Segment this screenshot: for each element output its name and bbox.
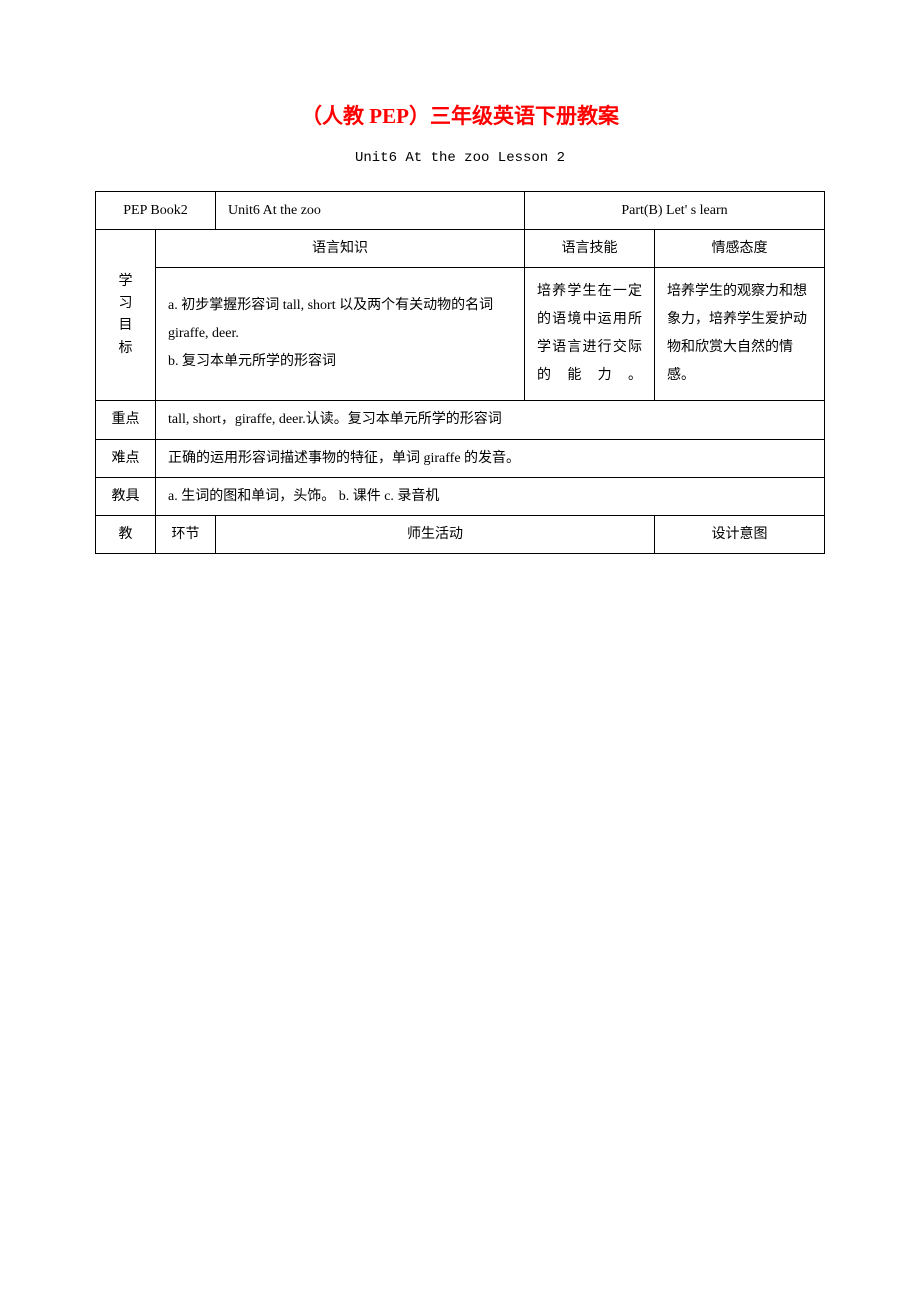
keypoint-content: tall, short，giraffe, deer.认读。复习本单元所学的形容词 xyxy=(156,401,825,439)
unit-cell: Unit6 At the zoo xyxy=(216,192,525,230)
header-row: PEP Book2 Unit6 At the zoo Part(B) Let' … xyxy=(96,192,825,230)
difficulty-content: 正确的运用形容词描述事物的特征，单词 giraffe 的发音。 xyxy=(156,439,825,477)
goals-header-row: 学 习 目 标 语言知识 语言技能 情感态度 xyxy=(96,230,825,268)
difficulty-row: 难点 正确的运用形容词描述事物的特征，单词 giraffe 的发音。 xyxy=(96,439,825,477)
keypoint-row: 重点 tall, short，giraffe, deer.认读。复习本单元所学的… xyxy=(96,401,825,439)
document-title: （人教 PEP）三年级英语下册教案 xyxy=(95,100,825,130)
teach-col2: 师生活动 xyxy=(216,515,655,553)
teach-label: 教 xyxy=(96,515,156,553)
document-subtitle: Unit6 At the zoo Lesson 2 xyxy=(95,150,825,166)
book-cell: PEP Book2 xyxy=(96,192,216,230)
teach-row: 教 环节 师生活动 设计意图 xyxy=(96,515,825,553)
tools-content: a. 生词的图和单词，头饰。 b. 课件 c. 录音机 xyxy=(156,477,825,515)
teach-col3: 设计意图 xyxy=(655,515,825,553)
lesson-plan-table: PEP Book2 Unit6 At the zoo Part(B) Let' … xyxy=(95,191,825,554)
teach-col1: 环节 xyxy=(156,515,216,553)
goals-header2: 语言技能 xyxy=(525,230,655,268)
goals-header3: 情感态度 xyxy=(655,230,825,268)
tools-label: 教具 xyxy=(96,477,156,515)
goals-content1: a. 初步掌握形容词 tall, short 以及两个有关动物的名词 giraf… xyxy=(156,268,525,401)
difficulty-label: 难点 xyxy=(96,439,156,477)
goals-content3: 培养学生的观察力和想象力，培养学生爱护动物和欣赏大自然的情感。 xyxy=(655,268,825,401)
goals-content2: 培养学生在一定的语境中运用所学语言进行交际的能力。 xyxy=(525,268,655,401)
tools-row: 教具 a. 生词的图和单词，头饰。 b. 课件 c. 录音机 xyxy=(96,477,825,515)
goals-label: 学 习 目 标 xyxy=(96,230,156,401)
part-cell: Part(B) Let' s learn xyxy=(525,192,825,230)
keypoint-label: 重点 xyxy=(96,401,156,439)
goals-content-row: a. 初步掌握形容词 tall, short 以及两个有关动物的名词 giraf… xyxy=(96,268,825,401)
goals-header1: 语言知识 xyxy=(156,230,525,268)
